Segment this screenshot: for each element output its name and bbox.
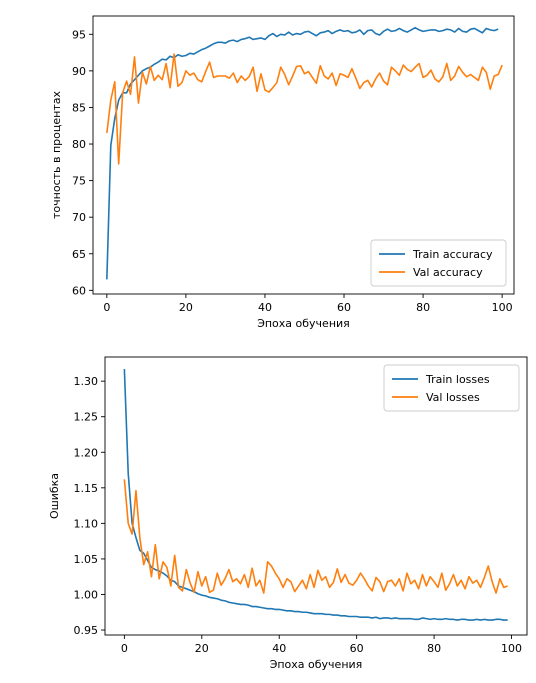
plot-frame [92,15,515,295]
y-tick-label: 1.15 [74,482,99,495]
y-tick-label: 60 [72,284,86,297]
y-tick-label: 1.05 [74,553,99,566]
chart-2: 0 20 40 60 80 100 0.95 1.00 1.05 1.10 1.15 1.20 1.25… [48,356,528,671]
series-line-1 [123,369,508,621]
y-tick-label: 1.30 [74,375,99,388]
x-tick-label: 100 [492,301,513,314]
chart-1: 0 20 40 60 80 100 60 65 70 75 80 85 90 95 Эпоха обучен… [50,15,515,330]
series-line-1 [106,26,499,280]
y-tick-label: 80 [72,138,86,151]
x-axis-label: Эпоха обучения [257,317,350,330]
y-axis-label: точность в процентах [50,91,63,219]
y-tick-label: 75 [72,175,86,188]
series-line-2 [106,53,503,165]
y-tick-label: 65 [72,248,86,261]
x-axis-label: Эпоха обучения [270,658,363,671]
x-tick-label: 0 [103,301,110,314]
y-axis-label: Ошибка [48,473,61,519]
x-tick-label: 40 [272,642,286,655]
y-tick-label: 1.25 [74,411,99,424]
legend-label-1: Train accuracy [412,248,493,261]
legend-box [383,364,520,412]
y-tick-label: 90 [72,65,86,78]
plot-frame [104,356,528,636]
legend-label-2: Val losses [426,391,480,404]
y-tick-label: 1.20 [74,446,99,459]
y-tick-label: 1.00 [74,588,99,601]
x-tick-label: 60 [350,642,364,655]
y-tick-label: 95 [72,28,86,41]
x-tick-label: 60 [337,301,351,314]
series-line-2 [123,479,508,594]
x-tick-label: 20 [179,301,193,314]
x-tick-label: 80 [416,301,430,314]
y-tick-label: 85 [72,101,86,114]
y-tick-label: 0.95 [74,624,99,637]
x-tick-label: 40 [258,301,272,314]
x-tick-label: 0 [121,642,128,655]
legend-label-2: Val accuracy [413,266,483,279]
legend: Train losses Val losses [383,364,520,412]
legend-label-1: Train losses [425,373,490,386]
legend-box [370,239,507,287]
x-tick-label: 80 [427,642,441,655]
x-tick-label: 100 [501,642,522,655]
x-tick-label: 20 [195,642,209,655]
legend: Train accuracy Val accuracy [370,239,507,287]
y-tick-label: 70 [72,211,86,224]
y-tick-label: 1.10 [74,517,99,530]
